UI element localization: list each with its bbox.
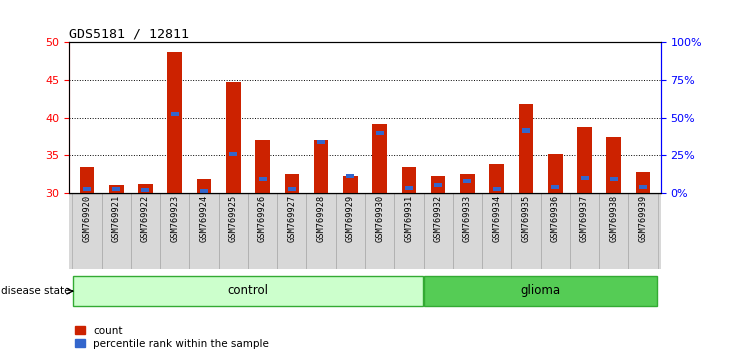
Bar bbox=[142, 188, 150, 192]
Bar bbox=[599, 193, 629, 269]
Bar bbox=[317, 140, 325, 144]
Text: GSM769924: GSM769924 bbox=[199, 195, 209, 242]
Text: disease state: disease state bbox=[1, 286, 71, 296]
Bar bbox=[138, 184, 153, 193]
Text: GSM769935: GSM769935 bbox=[521, 195, 531, 242]
Bar bbox=[636, 172, 650, 193]
Bar bbox=[226, 81, 241, 193]
Bar bbox=[80, 167, 94, 193]
Bar bbox=[511, 193, 541, 269]
Bar bbox=[610, 177, 618, 182]
Bar bbox=[551, 185, 559, 189]
Text: GSM769927: GSM769927 bbox=[288, 195, 296, 242]
Bar bbox=[285, 174, 299, 193]
Bar bbox=[196, 179, 211, 193]
Bar bbox=[423, 193, 453, 269]
Text: GSM769920: GSM769920 bbox=[82, 195, 91, 242]
Bar bbox=[160, 193, 189, 269]
Bar bbox=[131, 193, 160, 269]
Bar bbox=[314, 140, 328, 193]
Text: GSM769939: GSM769939 bbox=[639, 195, 648, 242]
Bar bbox=[200, 189, 208, 194]
Bar bbox=[519, 104, 534, 193]
Bar bbox=[83, 187, 91, 191]
Bar bbox=[434, 183, 442, 188]
FancyBboxPatch shape bbox=[424, 276, 658, 306]
Bar bbox=[541, 193, 570, 269]
Text: control: control bbox=[228, 284, 269, 297]
Text: GSM769931: GSM769931 bbox=[404, 195, 413, 242]
Bar bbox=[405, 186, 413, 190]
Text: GSM769932: GSM769932 bbox=[434, 195, 442, 242]
Bar bbox=[639, 185, 647, 189]
Bar bbox=[464, 179, 472, 183]
Bar bbox=[336, 193, 365, 269]
Bar bbox=[402, 167, 416, 193]
Text: GSM769928: GSM769928 bbox=[317, 195, 326, 242]
Bar bbox=[577, 127, 592, 193]
Text: GSM769929: GSM769929 bbox=[346, 195, 355, 242]
Bar bbox=[229, 152, 237, 156]
Text: GSM769933: GSM769933 bbox=[463, 195, 472, 242]
Text: GSM769926: GSM769926 bbox=[258, 195, 267, 242]
Text: GSM769937: GSM769937 bbox=[580, 195, 589, 242]
Bar bbox=[460, 174, 474, 193]
Bar bbox=[493, 187, 501, 191]
Text: GSM769922: GSM769922 bbox=[141, 195, 150, 242]
Bar bbox=[343, 176, 358, 193]
Bar bbox=[307, 193, 336, 269]
Bar bbox=[101, 193, 131, 269]
Bar bbox=[288, 187, 296, 191]
Bar bbox=[277, 193, 307, 269]
Bar bbox=[365, 193, 394, 269]
Text: glioma: glioma bbox=[520, 284, 561, 297]
Text: GSM769921: GSM769921 bbox=[112, 195, 120, 242]
Bar bbox=[570, 193, 599, 269]
Bar bbox=[629, 193, 658, 269]
Bar bbox=[522, 129, 530, 132]
Bar bbox=[372, 124, 387, 193]
Bar bbox=[171, 112, 179, 116]
Text: GDS5181 / 12811: GDS5181 / 12811 bbox=[69, 28, 189, 41]
Bar bbox=[219, 193, 248, 269]
Bar bbox=[376, 131, 384, 135]
Bar bbox=[489, 164, 504, 193]
Bar bbox=[189, 193, 219, 269]
Text: GSM769923: GSM769923 bbox=[170, 195, 180, 242]
Bar bbox=[431, 176, 445, 193]
Bar bbox=[112, 187, 120, 191]
Bar bbox=[258, 177, 266, 182]
Text: GSM769925: GSM769925 bbox=[228, 195, 238, 242]
Text: GSM769934: GSM769934 bbox=[492, 195, 502, 242]
Bar bbox=[580, 176, 588, 180]
Bar bbox=[607, 137, 621, 193]
FancyBboxPatch shape bbox=[72, 276, 423, 306]
Bar bbox=[248, 193, 277, 269]
Bar bbox=[167, 52, 182, 193]
Bar bbox=[109, 185, 123, 193]
Bar bbox=[453, 193, 482, 269]
Bar bbox=[394, 193, 423, 269]
Bar bbox=[548, 154, 563, 193]
Text: GSM769936: GSM769936 bbox=[550, 195, 560, 242]
Legend: count, percentile rank within the sample: count, percentile rank within the sample bbox=[74, 326, 269, 349]
Text: GSM769938: GSM769938 bbox=[610, 195, 618, 242]
Bar bbox=[346, 173, 354, 178]
Bar bbox=[482, 193, 511, 269]
Bar bbox=[255, 140, 270, 193]
Text: GSM769930: GSM769930 bbox=[375, 195, 384, 242]
Bar bbox=[72, 193, 101, 269]
